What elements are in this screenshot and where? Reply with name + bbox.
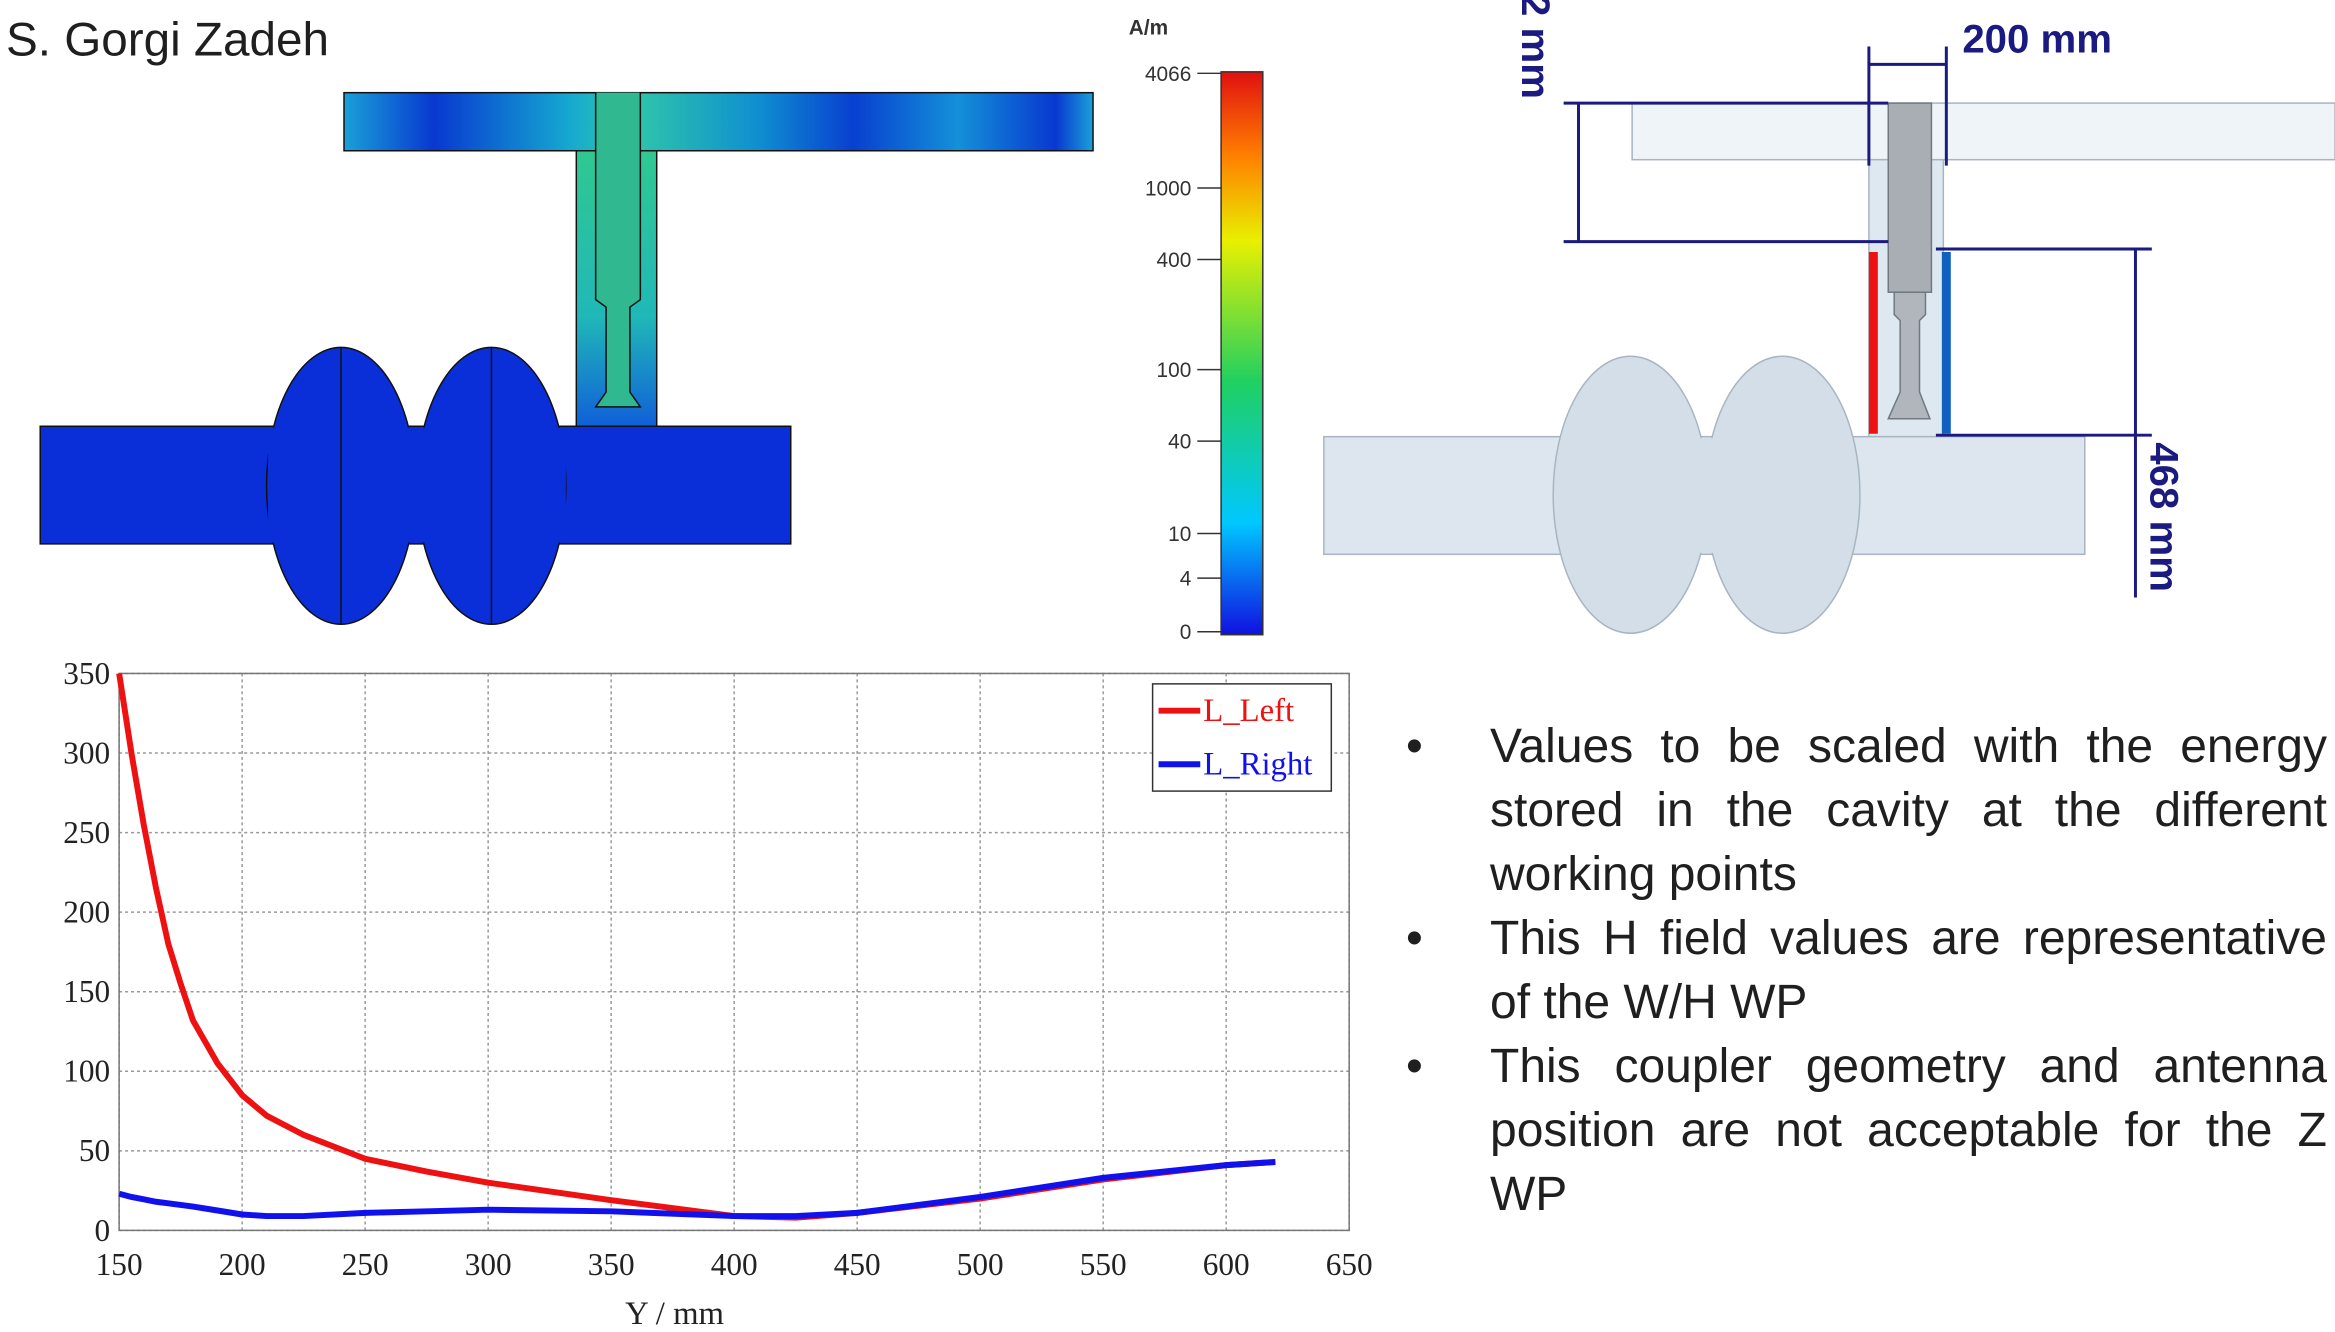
colorbar-label: 4 xyxy=(1180,568,1192,591)
colorbar-label: 0 xyxy=(1180,621,1192,644)
x-axis-label: Y / mm xyxy=(625,1296,724,1332)
chart: 0 50 100 150 200 250 300 350 150 200 250 300 350 400 4… xyxy=(63,656,1372,1332)
slide: S. Gorgi Zadeh A/m 40661000400100401040 xyxy=(0,0,2335,1332)
cell-join xyxy=(268,428,566,543)
y-tick-label: 350 xyxy=(63,656,110,691)
y-tick-label: 50 xyxy=(79,1133,110,1168)
x-tick-label: 200 xyxy=(219,1247,266,1282)
x-tick-label: 500 xyxy=(957,1247,1004,1282)
author: S. Gorgi Zadeh xyxy=(6,13,329,66)
dim-top: 2 mm xyxy=(1513,0,1558,99)
dim-height: 468 mm xyxy=(2141,442,2186,592)
legend-label: L_Right xyxy=(1203,747,1312,783)
x-tick-label: 650 xyxy=(1326,1247,1373,1282)
series-line xyxy=(119,1162,1275,1216)
colorbar-label: 100 xyxy=(1157,359,1192,382)
y-tick-label: 0 xyxy=(95,1213,111,1248)
x-tick-label: 450 xyxy=(834,1247,881,1282)
bullet: This H field values are representative o… xyxy=(1406,907,2327,1035)
colorbar-label: 10 xyxy=(1168,523,1191,546)
dim-width: 200 mm xyxy=(1962,16,2112,61)
colorbar-label: 4066 xyxy=(1145,63,1191,86)
colorbar-label: 40 xyxy=(1168,431,1191,454)
bullet-list: Values to be scaled with the energy stor… xyxy=(1406,715,2327,1227)
y-tick-label: 250 xyxy=(63,815,110,850)
y-tick-label: 150 xyxy=(63,974,110,1009)
x-tick-label: 350 xyxy=(588,1247,635,1282)
cad-iris xyxy=(1698,438,1728,553)
x-tick-label: 250 xyxy=(342,1247,389,1282)
x-tick-label: 550 xyxy=(1080,1247,1127,1282)
series-line xyxy=(119,673,1275,1217)
cad-antenna xyxy=(1888,103,1931,292)
y-tick-label: 300 xyxy=(63,735,110,770)
x-tick-label: 300 xyxy=(465,1247,512,1282)
bullet: Values to be scaled with the energy stor… xyxy=(1406,715,2327,907)
waveguide xyxy=(344,93,1093,151)
colorbar-unit: A/m xyxy=(1129,17,1168,40)
x-tick-label: 600 xyxy=(1203,1247,1250,1282)
colorbar xyxy=(1221,72,1263,635)
x-tick-label: 150 xyxy=(96,1247,143,1282)
cad-waveguide xyxy=(1632,103,2335,160)
y-tick-label: 200 xyxy=(63,895,110,930)
cad-cell xyxy=(1705,356,1860,633)
legend-label: L_Left xyxy=(1203,693,1294,729)
cad-cell xyxy=(1553,356,1708,633)
y-tick-label: 100 xyxy=(63,1054,110,1089)
field-map xyxy=(40,93,1093,625)
colorbar-label: 400 xyxy=(1157,249,1192,272)
bullet: This coupler geometry and antenna positi… xyxy=(1406,1035,2327,1227)
colorbar-label: 1000 xyxy=(1145,177,1191,200)
x-tick-label: 400 xyxy=(711,1247,758,1282)
